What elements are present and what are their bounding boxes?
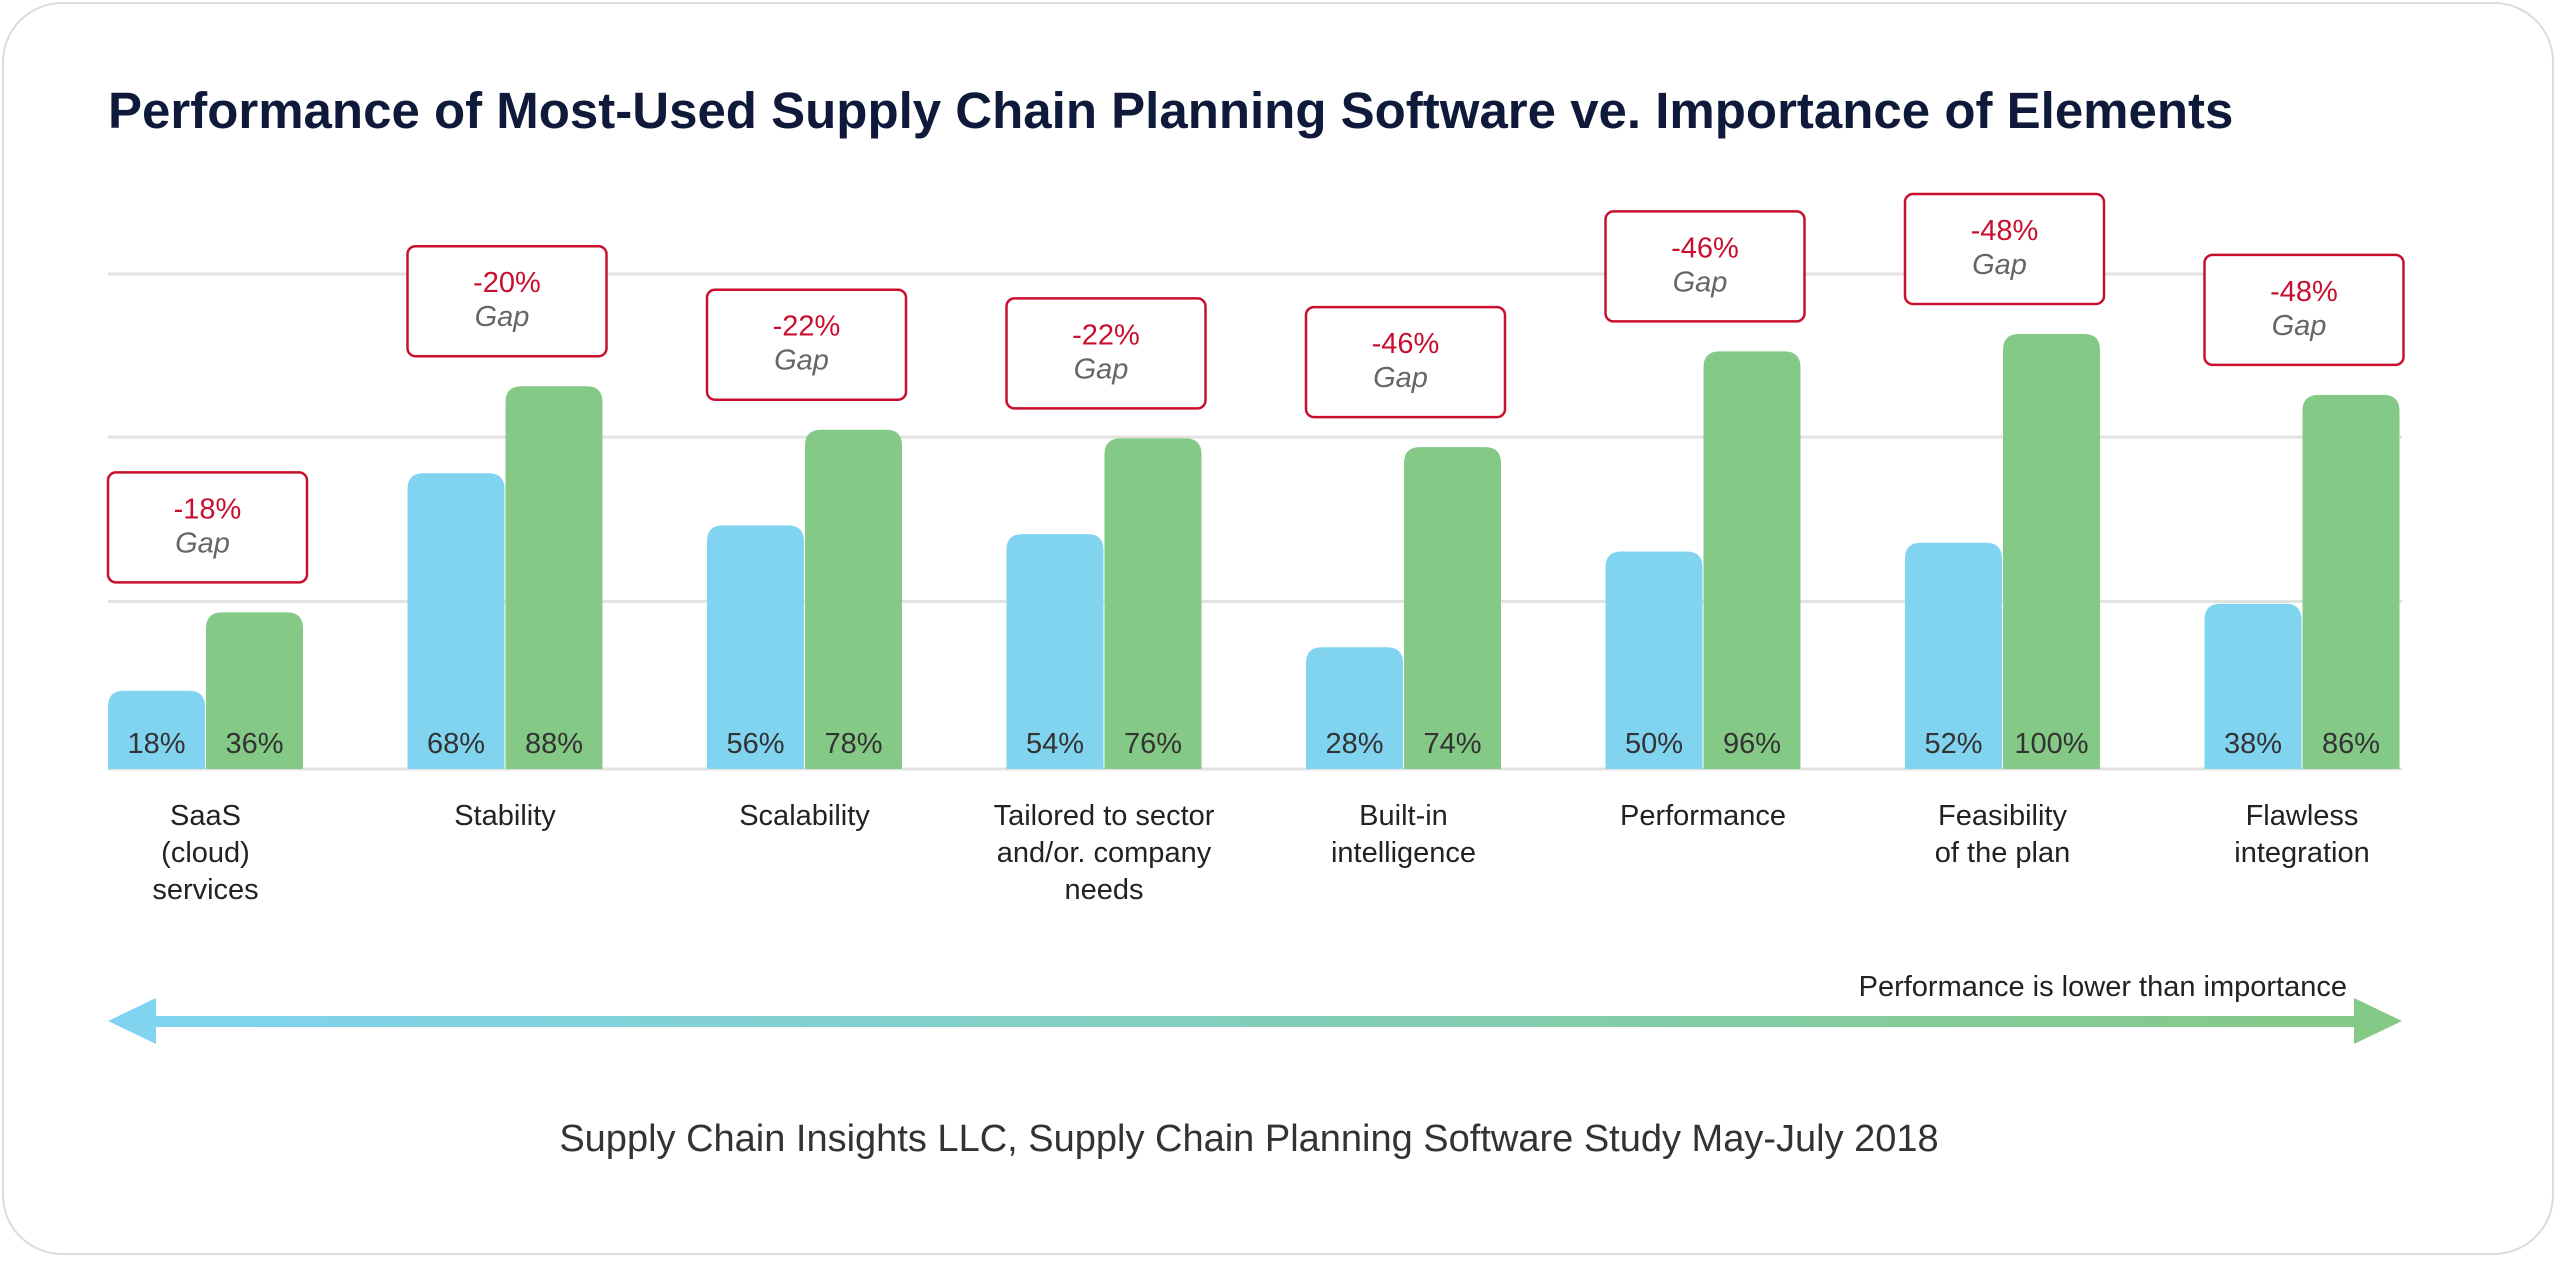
bar-value-label: 78% [824,728,882,760]
bar-value-label: 36% [225,728,283,760]
category-label: (cloud) [161,837,250,869]
gap-value: -48% [2270,276,2338,308]
bar-series2 [2003,334,2100,769]
bar-value-label: 50% [1625,728,1683,760]
bar-value-label: 68% [427,728,485,760]
trend-arrow [108,998,2402,1044]
gap-box [705,288,908,401]
gap-box [2203,253,2405,367]
gap-label: Gap [2272,310,2327,342]
bars: 18% 36% 68% 88% 56% 78% 54% 76% 28% 74% 50% 96% 52% 1… [108,334,2400,769]
category-labels: SaaS (cloud) services Stability Scalability T… [152,800,2369,906]
bar-series1 [1905,542,2002,769]
bar-value-label: 52% [1924,728,1982,760]
category-label: services [152,874,258,906]
arrow-head-right [2354,998,2402,1044]
gap-value: -46% [1372,328,1440,360]
gap-box [1604,210,1806,323]
arrow-head-left [108,998,156,1044]
bar-series1 [2204,603,2302,769]
gap-box [1304,305,1507,419]
bar-value-label: 76% [1124,728,1182,760]
bar-value-label: 18% [127,728,185,760]
arrow-shaft [150,1016,2360,1027]
category-label: Tailored to sector [994,800,1215,832]
bar-series1 [407,473,505,769]
bar-series1 [108,690,205,769]
gap-value: -46% [1671,232,1739,264]
gap-value: -48% [1971,215,2039,247]
arrow-label: Performance is lower than importance [1859,971,2347,1003]
gap-label: Gap [1074,353,1129,385]
bar-value-label: 38% [2224,728,2282,760]
category-label: Stability [454,800,556,832]
category-label: Scalability [739,800,870,832]
gap-box [1005,297,1207,410]
bar-value-label: 96% [1723,728,1781,760]
category-label: Built-in [1359,800,1448,832]
bar-series1 [1605,551,1703,769]
gap-value: -18% [174,493,242,525]
gap-box [106,471,309,584]
category-label: SaaS [170,800,241,832]
bar-series2 [206,612,303,769]
gap-box [406,244,608,358]
gap-label: Gap [175,527,230,559]
gap-value: -22% [1072,319,1140,351]
category-label: integration [2234,837,2369,869]
gap-label: Gap [1972,249,2027,281]
bar-series2 [505,386,603,769]
category-label: needs [1064,874,1143,906]
gap-value: -20% [473,267,541,299]
category-label: Feasibility [1938,800,2067,832]
gap-label: Gap [1673,266,1728,298]
bar-value-label: 56% [726,728,784,760]
gap-label: Gap [774,345,829,377]
category-label: Performance [1620,800,1786,832]
gap-label: Gap [475,301,530,333]
bar-series2 [2302,394,2400,769]
bar-value-label: 28% [1325,728,1383,760]
bar-value-label: 88% [525,728,583,760]
bar-series1 [1006,534,1104,769]
gap-box [1903,192,2106,306]
bar-value-label: 86% [2322,728,2380,760]
chart-title: Performance of Most-Used Supply Chain Pl… [108,82,2233,139]
bar-value-label: 54% [1026,728,1084,760]
bar-series2 [1703,351,1801,769]
bar-series1 [1306,647,1403,769]
bar-series2 [1104,438,1202,769]
bar-value-label: 100% [2014,728,2088,760]
gap-value: -22% [773,311,841,343]
bar-value-label: 74% [1423,728,1481,760]
source-note: Supply Chain Insights LLC, Supply Chain … [559,1118,1938,1160]
category-label: of the plan [1935,837,2070,869]
category-label: Flawless [2246,800,2359,832]
bar-series1 [707,525,804,769]
category-label: intelligence [1331,837,1476,869]
bar-series2 [805,429,902,769]
bar-series2 [1404,447,1501,769]
category-label: and/or. company [997,837,1212,869]
gap-callouts: -18%Gap-20%Gap -22%Gap-22%Gap-46%Gap-46%G… [106,192,2405,584]
gap-label: Gap [1373,362,1428,394]
